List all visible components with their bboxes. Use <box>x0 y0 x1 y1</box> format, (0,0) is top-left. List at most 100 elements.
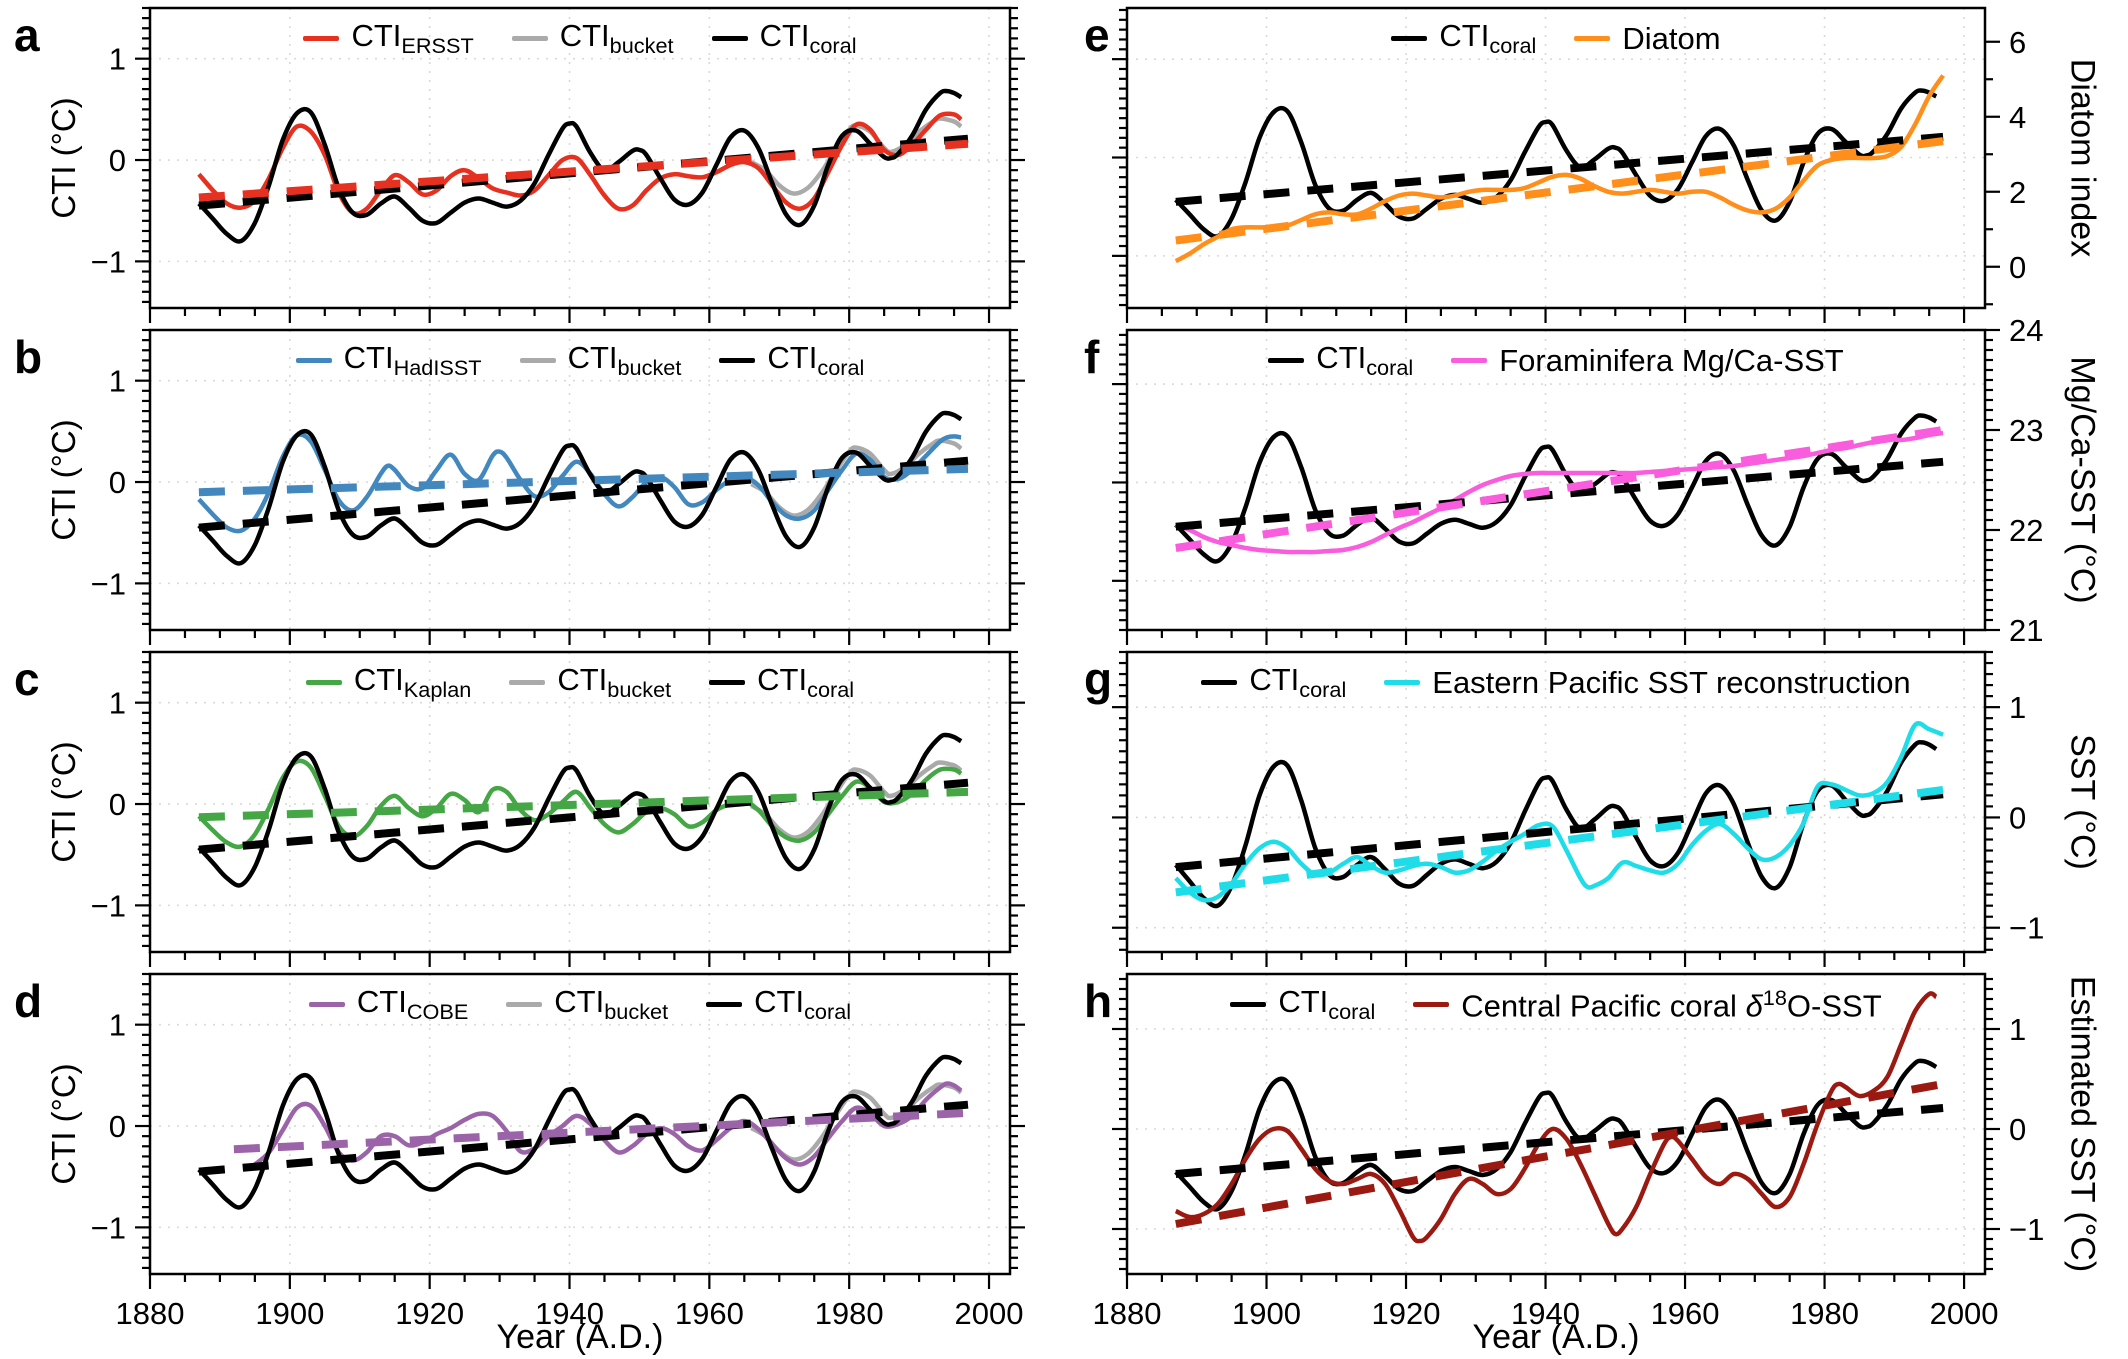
panel-frame <box>1125 650 1987 954</box>
panel-frame <box>148 6 1012 310</box>
series-hadisst-curve <box>197 432 962 534</box>
y-axis-label-e: Diatom index <box>2063 58 2102 258</box>
panel-letter-a: a <box>14 9 40 61</box>
panel-d: 1880 1900 1920 1940 1960 1980 2000 −1 0 1 <box>91 972 1025 1331</box>
panel-f: 21 22 23 24 <box>1112 313 2043 648</box>
y-tick-label-left: 1 <box>109 1008 126 1043</box>
y-tick-label-right: 21 <box>2009 613 2043 648</box>
x-axis-label-right: Year (A.D.) <box>1472 1318 1640 1356</box>
y-tick-label-left: −1 <box>91 1210 126 1245</box>
series-epac-curve <box>1174 721 1944 903</box>
series-cobe_trend-trendline <box>233 1108 969 1154</box>
panel-frame <box>148 972 1012 1276</box>
series-coral-curve <box>1174 88 1938 239</box>
x-tick-label: 1940 <box>1511 1296 1580 1331</box>
series-coral-curve <box>1174 413 1938 564</box>
x-tick-label: 1880 <box>1093 1296 1162 1331</box>
x-tick-label: 1920 <box>395 1296 464 1331</box>
panel-letter-f: f <box>1084 331 1100 383</box>
x-tick-label: 2000 <box>1930 1296 1999 1331</box>
y-tick-label-right: 0 <box>2009 1112 2026 1147</box>
x-tick-label: 1960 <box>675 1296 744 1331</box>
x-tick-label: 1940 <box>535 1296 604 1331</box>
y-axis-label-h: Estimated SST (°C) <box>2063 975 2102 1273</box>
x-tick-label: 1920 <box>1372 1296 1441 1331</box>
panel-frame <box>148 328 1012 632</box>
panel-frame <box>148 650 1012 954</box>
series-coral_trend-trendline <box>1175 457 1944 531</box>
series-foram_trend-trendline <box>1175 426 1944 552</box>
series-ersst-curve <box>197 111 963 216</box>
y-axis-label-g: SST (°C) <box>2063 734 2102 870</box>
x-tick-label: 1960 <box>1651 1296 1720 1331</box>
y-tick-label-right: −1 <box>2009 1212 2044 1247</box>
panel-c: −1 0 1 <box>91 650 1025 967</box>
y-tick-label-right: −1 <box>2009 911 2044 946</box>
series-coral_trend-trendline <box>198 134 969 210</box>
series-coral_trend-trendline <box>1175 790 1944 872</box>
y-tick-label-left: 0 <box>109 465 126 500</box>
series-coral-curve <box>1174 739 1938 909</box>
series-coral-curve <box>197 732 963 888</box>
x-tick-label: 2000 <box>955 1296 1024 1331</box>
series-coral-curve <box>197 410 963 566</box>
series-hadisst_trend-trendline <box>198 464 969 497</box>
series-kaplan_trend-trendline <box>198 787 969 822</box>
panel-b: −1 0 1 <box>91 328 1025 645</box>
series-coral_trend-trendline <box>1175 1104 1944 1178</box>
y-tick-label-right: 6 <box>2009 25 2026 60</box>
x-tick-label: 1980 <box>1790 1296 1859 1331</box>
series-diatom-curve <box>1174 74 1945 264</box>
y-tick-label-right: 4 <box>2009 100 2026 135</box>
panel-letter-d: d <box>14 975 43 1027</box>
y-tick-label-left: −1 <box>91 244 126 279</box>
series-foram-curve <box>1175 430 1944 555</box>
series-coral_trend-trendline <box>198 778 969 854</box>
y-tick-label-left: 0 <box>109 143 126 178</box>
panel-h: 1880 1900 1920 1940 1960 1980 2000 −1 0 1 <box>1093 972 2044 1331</box>
series-coral-curve <box>197 88 963 244</box>
x-tick-label: 1900 <box>1232 1296 1301 1331</box>
panel-letter-e: e <box>1084 9 1110 61</box>
y-tick-label-left: −1 <box>91 566 126 601</box>
x-axis-label-left: Year (A.D.) <box>496 1318 664 1356</box>
y-tick-label-right: 24 <box>2009 313 2043 348</box>
y-tick-label-left: 1 <box>109 364 126 399</box>
y-axis-label-f: Mg/Ca-SST (°C) <box>2063 356 2102 604</box>
y-tick-label-right: 0 <box>2009 800 2026 835</box>
y-tick-label-left: 1 <box>109 42 126 77</box>
y-tick-label-left: −1 <box>91 888 126 923</box>
panel-letter-b: b <box>14 331 43 383</box>
panel-letter-g: g <box>1084 653 1113 705</box>
series-cpac-curve <box>1174 991 1938 1244</box>
y-tick-label-right: 22 <box>2009 513 2043 548</box>
y-axis-label-c: CTI (°C) <box>45 741 82 863</box>
panel-g: −1 0 1 <box>1112 650 2044 967</box>
series-coral_trend-trendline <box>198 456 969 532</box>
y-tick-label-right: 1 <box>2009 690 2026 725</box>
y-axis-label-d: CTI (°C) <box>45 1063 82 1185</box>
panel-e: 0 2 4 6 <box>1112 6 2026 323</box>
panel-a: −1 0 1 <box>91 6 1025 323</box>
y-tick-label-left: 0 <box>109 1109 126 1144</box>
series-bucket-curve <box>750 438 963 518</box>
y-axis-label-b: CTI (°C) <box>45 419 82 541</box>
series-bucket-curve <box>750 1082 963 1162</box>
y-tick-label-left: 0 <box>109 787 126 822</box>
series-bucket-curve <box>750 760 963 840</box>
panel-letter-h: h <box>1084 975 1113 1027</box>
x-tick-label: 1980 <box>815 1296 884 1331</box>
y-axis-label-a: CTI (°C) <box>45 97 82 219</box>
y-tick-label-right: 0 <box>2009 250 2026 285</box>
y-tick-label-right: 1 <box>2009 1012 2026 1047</box>
x-tick-label: 1880 <box>116 1296 185 1331</box>
y-tick-label-right: 2 <box>2009 175 2026 210</box>
series-ersst_trend-trendline <box>198 139 969 202</box>
y-tick-label-left: 1 <box>109 686 126 721</box>
series-coral_trend-trendline <box>1175 132 1944 206</box>
x-tick-label: 1900 <box>255 1296 324 1331</box>
series-coral-curve <box>197 1054 963 1210</box>
panel-letter-c: c <box>14 653 40 705</box>
